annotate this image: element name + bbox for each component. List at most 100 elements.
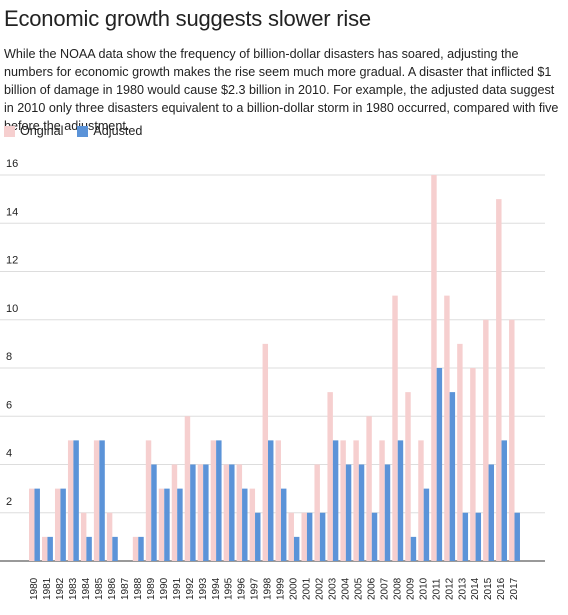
y-tick-label: 12 xyxy=(6,255,18,267)
x-tick-label: 2009 xyxy=(405,577,416,600)
bar xyxy=(99,440,105,561)
bar xyxy=(410,536,417,561)
bar xyxy=(501,440,507,561)
y-tick-label: 10 xyxy=(6,303,18,315)
bar xyxy=(184,416,191,561)
bar xyxy=(42,536,48,561)
x-tick-label: 1989 xyxy=(146,577,157,600)
x-tick-label: 2000 xyxy=(289,577,300,600)
bar xyxy=(457,343,463,561)
bar xyxy=(371,512,378,561)
bar xyxy=(249,488,256,561)
bar xyxy=(164,488,170,561)
bar xyxy=(319,512,326,561)
bar xyxy=(509,319,515,561)
bar xyxy=(190,464,196,561)
bar xyxy=(210,440,217,561)
y-tick-label: 6 xyxy=(6,399,12,411)
x-tick-label: 2010 xyxy=(418,577,429,600)
x-tick-label: 2013 xyxy=(457,577,468,600)
bar xyxy=(54,488,61,561)
bar xyxy=(197,464,204,561)
bar xyxy=(280,488,287,561)
x-tick-label: 1984 xyxy=(81,577,92,600)
bar xyxy=(47,536,53,561)
x-tick-label: 1995 xyxy=(224,577,235,600)
bar xyxy=(223,464,230,561)
bar xyxy=(496,199,502,561)
x-tick-label: 2003 xyxy=(328,577,339,600)
x-tick-label: 1988 xyxy=(133,577,144,600)
bar xyxy=(203,464,209,561)
legend-swatch xyxy=(77,125,89,137)
y-tick-label: 16 xyxy=(6,158,18,170)
bar xyxy=(275,440,281,561)
bar xyxy=(384,464,391,561)
x-tick-label: 1985 xyxy=(94,577,105,600)
bar xyxy=(449,392,456,561)
bar xyxy=(67,440,74,561)
chart-title: Economic growth suggests slower rise xyxy=(4,6,371,31)
bar xyxy=(488,464,495,561)
bar xyxy=(514,512,520,561)
x-tick-label: 1990 xyxy=(159,577,170,600)
x-tick-label: 2017 xyxy=(509,577,520,600)
bar xyxy=(255,512,261,561)
bar xyxy=(431,175,437,561)
legend-swatch xyxy=(4,125,15,137)
x-tick-label: 1999 xyxy=(276,577,287,600)
bar xyxy=(262,343,269,561)
bar xyxy=(301,512,307,561)
bar xyxy=(288,512,294,561)
bar xyxy=(358,464,365,561)
bar xyxy=(80,512,87,561)
x-tick-label: 1997 xyxy=(250,577,261,600)
bar xyxy=(293,536,300,561)
x-tick-label: 1992 xyxy=(185,577,196,600)
x-tick-label: 1998 xyxy=(263,577,274,600)
y-tick-label: 8 xyxy=(6,351,12,363)
x-tick-label: 2001 xyxy=(302,577,313,600)
bar xyxy=(366,416,372,561)
legend-label: Original xyxy=(20,124,64,138)
bar xyxy=(314,464,320,561)
x-tick-label: 2008 xyxy=(392,577,403,600)
bar xyxy=(353,440,359,561)
bar xyxy=(106,512,113,561)
x-tick-label: 2007 xyxy=(379,577,390,600)
x-tick-label: 2004 xyxy=(340,577,351,600)
x-tick-label: 2014 xyxy=(470,577,481,600)
x-tick-label: 1987 xyxy=(120,577,131,600)
bar xyxy=(132,536,139,561)
legend-label: Adjusted xyxy=(93,124,143,138)
bar xyxy=(151,464,157,561)
bar xyxy=(436,368,443,561)
bar xyxy=(171,464,178,561)
bar xyxy=(229,464,235,561)
x-tick-label: 2011 xyxy=(431,578,442,600)
bar xyxy=(475,512,482,561)
legend-item: Adjusted xyxy=(77,124,142,138)
bar xyxy=(177,488,183,561)
bar xyxy=(138,536,144,561)
y-tick-label: 14 xyxy=(6,206,18,218)
x-tick-label: 2012 xyxy=(444,577,455,600)
chart-subtitle: While the NOAA data show the frequency o… xyxy=(4,47,559,133)
x-tick-label: 1981 xyxy=(42,577,53,600)
bar xyxy=(423,488,430,561)
bar xyxy=(332,440,339,561)
bar xyxy=(236,464,243,561)
x-tick-label: 2006 xyxy=(366,577,377,600)
x-tick-label: 1991 xyxy=(172,577,183,600)
x-tick-label: 1983 xyxy=(68,577,79,600)
bar xyxy=(418,440,424,561)
x-tick-label: 1980 xyxy=(29,577,40,600)
bar xyxy=(397,440,404,561)
bar xyxy=(34,488,40,561)
bar xyxy=(158,488,165,561)
bar xyxy=(462,512,469,561)
bar xyxy=(216,440,222,561)
bar xyxy=(93,440,100,561)
